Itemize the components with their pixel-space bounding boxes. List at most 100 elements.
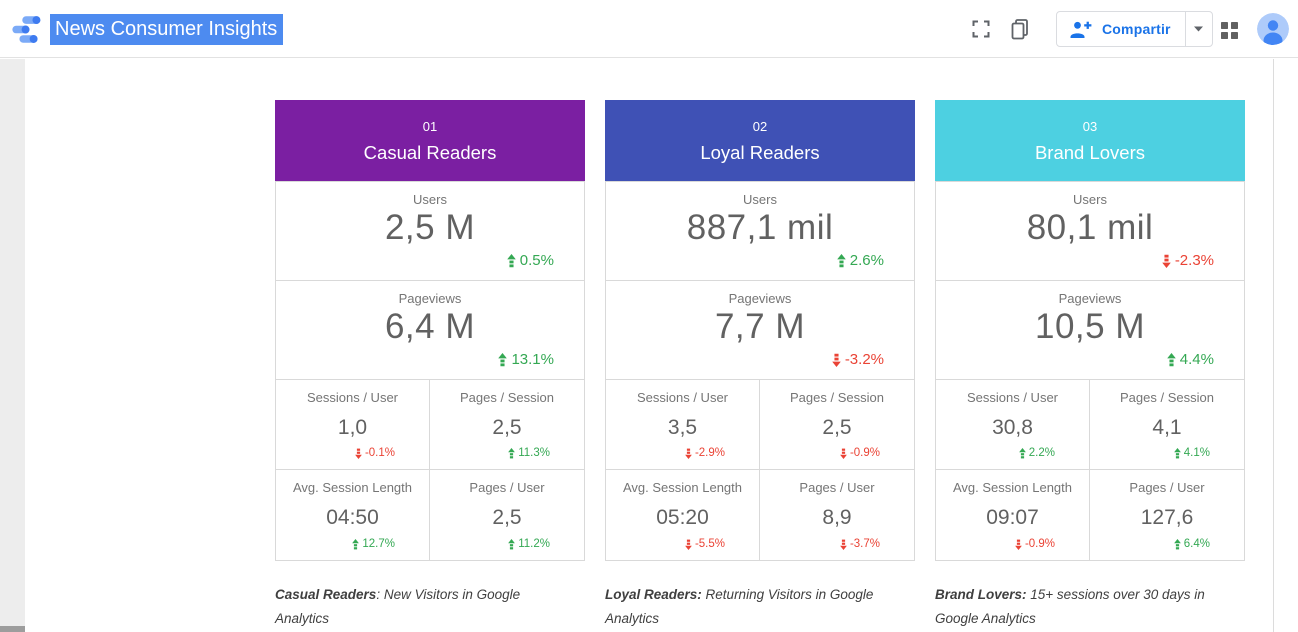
metric-label: Sessions / User bbox=[636, 390, 729, 405]
metric-value: 6,4 M bbox=[384, 307, 476, 346]
delta-value: -0.9% bbox=[849, 447, 880, 459]
canvas-right-edge bbox=[1273, 59, 1274, 632]
metric-label: Pageviews bbox=[398, 291, 462, 306]
metric-value: 8,9 bbox=[822, 506, 852, 529]
delta-value: -5.5% bbox=[694, 538, 725, 550]
metric-label: Pages / User bbox=[1129, 480, 1205, 495]
segment-card-loyal-readers: 02 Loyal Readers Users 887,1 mil 2.6% Pa… bbox=[605, 100, 915, 631]
metric-label: Pages / Session bbox=[460, 390, 554, 405]
metric-delta: 2.6% bbox=[837, 252, 884, 269]
card-title: Brand Lovers bbox=[1034, 141, 1146, 163]
users-scorecard: Users 80,1 mil -2.3% bbox=[935, 181, 1245, 281]
small-metrics-grid: Sessions / User 1,0 -0.1% Pages / Sessio… bbox=[275, 379, 585, 561]
delta-arrow-icon bbox=[840, 539, 847, 550]
metric-delta: 11.2% bbox=[508, 538, 550, 550]
metric-delta: 11.3% bbox=[508, 447, 550, 459]
metric-value: 7,7 M bbox=[714, 307, 806, 346]
horizontal-scrollbar-thumb[interactable] bbox=[0, 626, 25, 632]
app-header: News Consumer Insights Compartir bbox=[0, 0, 1298, 58]
apps-grid-icon[interactable] bbox=[1217, 18, 1241, 42]
pageviews-scorecard: Pageviews 10,5 M 4.4% bbox=[935, 280, 1245, 380]
card-number: 03 bbox=[1082, 118, 1098, 134]
delta-arrow-icon bbox=[355, 448, 362, 459]
footnote-term: Brand Lovers: bbox=[935, 587, 1027, 602]
fullscreen-icon[interactable] bbox=[969, 17, 993, 41]
delta-value: -0.9% bbox=[1024, 538, 1055, 550]
delta-arrow-icon bbox=[1162, 254, 1171, 268]
metric-value: 80,1 mil bbox=[1026, 208, 1154, 247]
user-avatar[interactable] bbox=[1257, 13, 1289, 45]
metric-delta: 4.1% bbox=[1174, 447, 1210, 459]
metric-value: 04:50 bbox=[326, 506, 379, 529]
delta-arrow-icon bbox=[1015, 539, 1022, 550]
metric-value: 09:07 bbox=[986, 506, 1039, 529]
share-button[interactable]: Compartir bbox=[1056, 11, 1213, 47]
delta-value: 2.2% bbox=[1028, 447, 1055, 459]
delta-arrow-icon bbox=[1174, 539, 1181, 550]
report-canvas: 01 Casual Readers Users 2,5 M 0.5% Pagev… bbox=[0, 59, 1298, 632]
metric-delta: 0.5% bbox=[507, 252, 554, 269]
delta-arrow-icon bbox=[508, 448, 515, 459]
data-studio-logo-icon[interactable] bbox=[10, 13, 44, 47]
metric-delta: -2.3% bbox=[1162, 252, 1214, 269]
delta-arrow-icon bbox=[507, 254, 516, 268]
card-header: 02 Loyal Readers bbox=[605, 100, 915, 181]
card-number: 02 bbox=[752, 118, 768, 134]
card-number: 01 bbox=[422, 118, 438, 134]
delta-value: 12.7% bbox=[362, 538, 395, 550]
canvas-left-gutter bbox=[0, 59, 25, 632]
pages-per-session-scorecard: Pages / Session 4,1 4.1% bbox=[1090, 380, 1244, 470]
segment-card-brand-lovers: 03 Brand Lovers Users 80,1 mil -2.3% Pag… bbox=[935, 100, 1245, 631]
delta-arrow-icon bbox=[1019, 448, 1026, 459]
avg-session-length-scorecard: Avg. Session Length 04:50 12.7% bbox=[276, 470, 430, 560]
metric-value: 05:20 bbox=[656, 506, 709, 529]
delta-value: -3.7% bbox=[849, 538, 880, 550]
metric-delta: 2.2% bbox=[1019, 447, 1055, 459]
metric-label: Avg. Session Length bbox=[952, 480, 1072, 495]
metric-value: 2,5 bbox=[492, 416, 522, 439]
metric-label: Users bbox=[743, 192, 777, 207]
avg-session-length-scorecard: Avg. Session Length 05:20 -5.5% bbox=[606, 470, 760, 560]
segment-footnote: Casual Readers: New Visitors in Google A… bbox=[275, 583, 577, 631]
share-button-label: Compartir bbox=[1102, 21, 1171, 37]
card-title: Loyal Readers bbox=[700, 141, 820, 163]
share-options-caret[interactable] bbox=[1184, 12, 1212, 46]
pages-per-session-scorecard: Pages / Session 2,5 -0.9% bbox=[760, 380, 914, 470]
pageviews-scorecard: Pageviews 6,4 M 13.1% bbox=[275, 280, 585, 380]
metric-value: 3,5 bbox=[667, 416, 698, 439]
segment-footnote: Loyal Readers: Returning Visitors in Goo… bbox=[605, 583, 907, 631]
metric-label: Avg. Session Length bbox=[622, 480, 742, 495]
pages-per-user-scorecard: Pages / User 2,5 11.2% bbox=[430, 470, 584, 560]
delta-value: 0.5% bbox=[519, 252, 554, 269]
metric-label: Users bbox=[413, 192, 447, 207]
metric-label: Avg. Session Length bbox=[292, 480, 412, 495]
person-add-icon bbox=[1070, 21, 1092, 38]
metric-delta: -3.2% bbox=[832, 351, 884, 368]
footnote-term: Casual Readers bbox=[275, 587, 377, 602]
segment-card-casual-readers: 01 Casual Readers Users 2,5 M 0.5% Pagev… bbox=[275, 100, 585, 631]
delta-arrow-icon bbox=[352, 539, 359, 550]
metric-value: 4,1 bbox=[1152, 416, 1182, 439]
pages-per-session-scorecard: Pages / Session 2,5 11.3% bbox=[430, 380, 584, 470]
metric-label: Pages / User bbox=[799, 480, 875, 495]
sessions-per-user-scorecard: Sessions / User 1,0 -0.1% bbox=[276, 380, 430, 470]
delta-arrow-icon bbox=[1174, 448, 1181, 459]
metric-value: 2,5 bbox=[492, 506, 522, 529]
users-scorecard: Users 887,1 mil 2.6% bbox=[605, 181, 915, 281]
delta-arrow-icon bbox=[685, 539, 692, 550]
metric-delta: 13.1% bbox=[498, 351, 554, 368]
metric-value: 1,0 bbox=[337, 416, 368, 439]
pages-per-user-scorecard: Pages / User 127,6 6.4% bbox=[1090, 470, 1244, 560]
metric-label: Pageviews bbox=[728, 291, 792, 306]
metric-delta: -3.7% bbox=[840, 538, 880, 550]
delta-arrow-icon bbox=[1167, 353, 1176, 367]
metric-delta: 4.4% bbox=[1167, 351, 1214, 368]
delta-arrow-icon bbox=[508, 539, 515, 550]
metric-label: Pageviews bbox=[1058, 291, 1122, 306]
metric-delta: -5.5% bbox=[685, 538, 725, 550]
delta-value: -0.1% bbox=[364, 447, 395, 459]
copy-pages-icon[interactable] bbox=[1008, 17, 1032, 41]
delta-value: -2.3% bbox=[1174, 252, 1214, 269]
metric-delta: 6.4% bbox=[1174, 538, 1210, 550]
pages-per-user-scorecard: Pages / User 8,9 -3.7% bbox=[760, 470, 914, 560]
